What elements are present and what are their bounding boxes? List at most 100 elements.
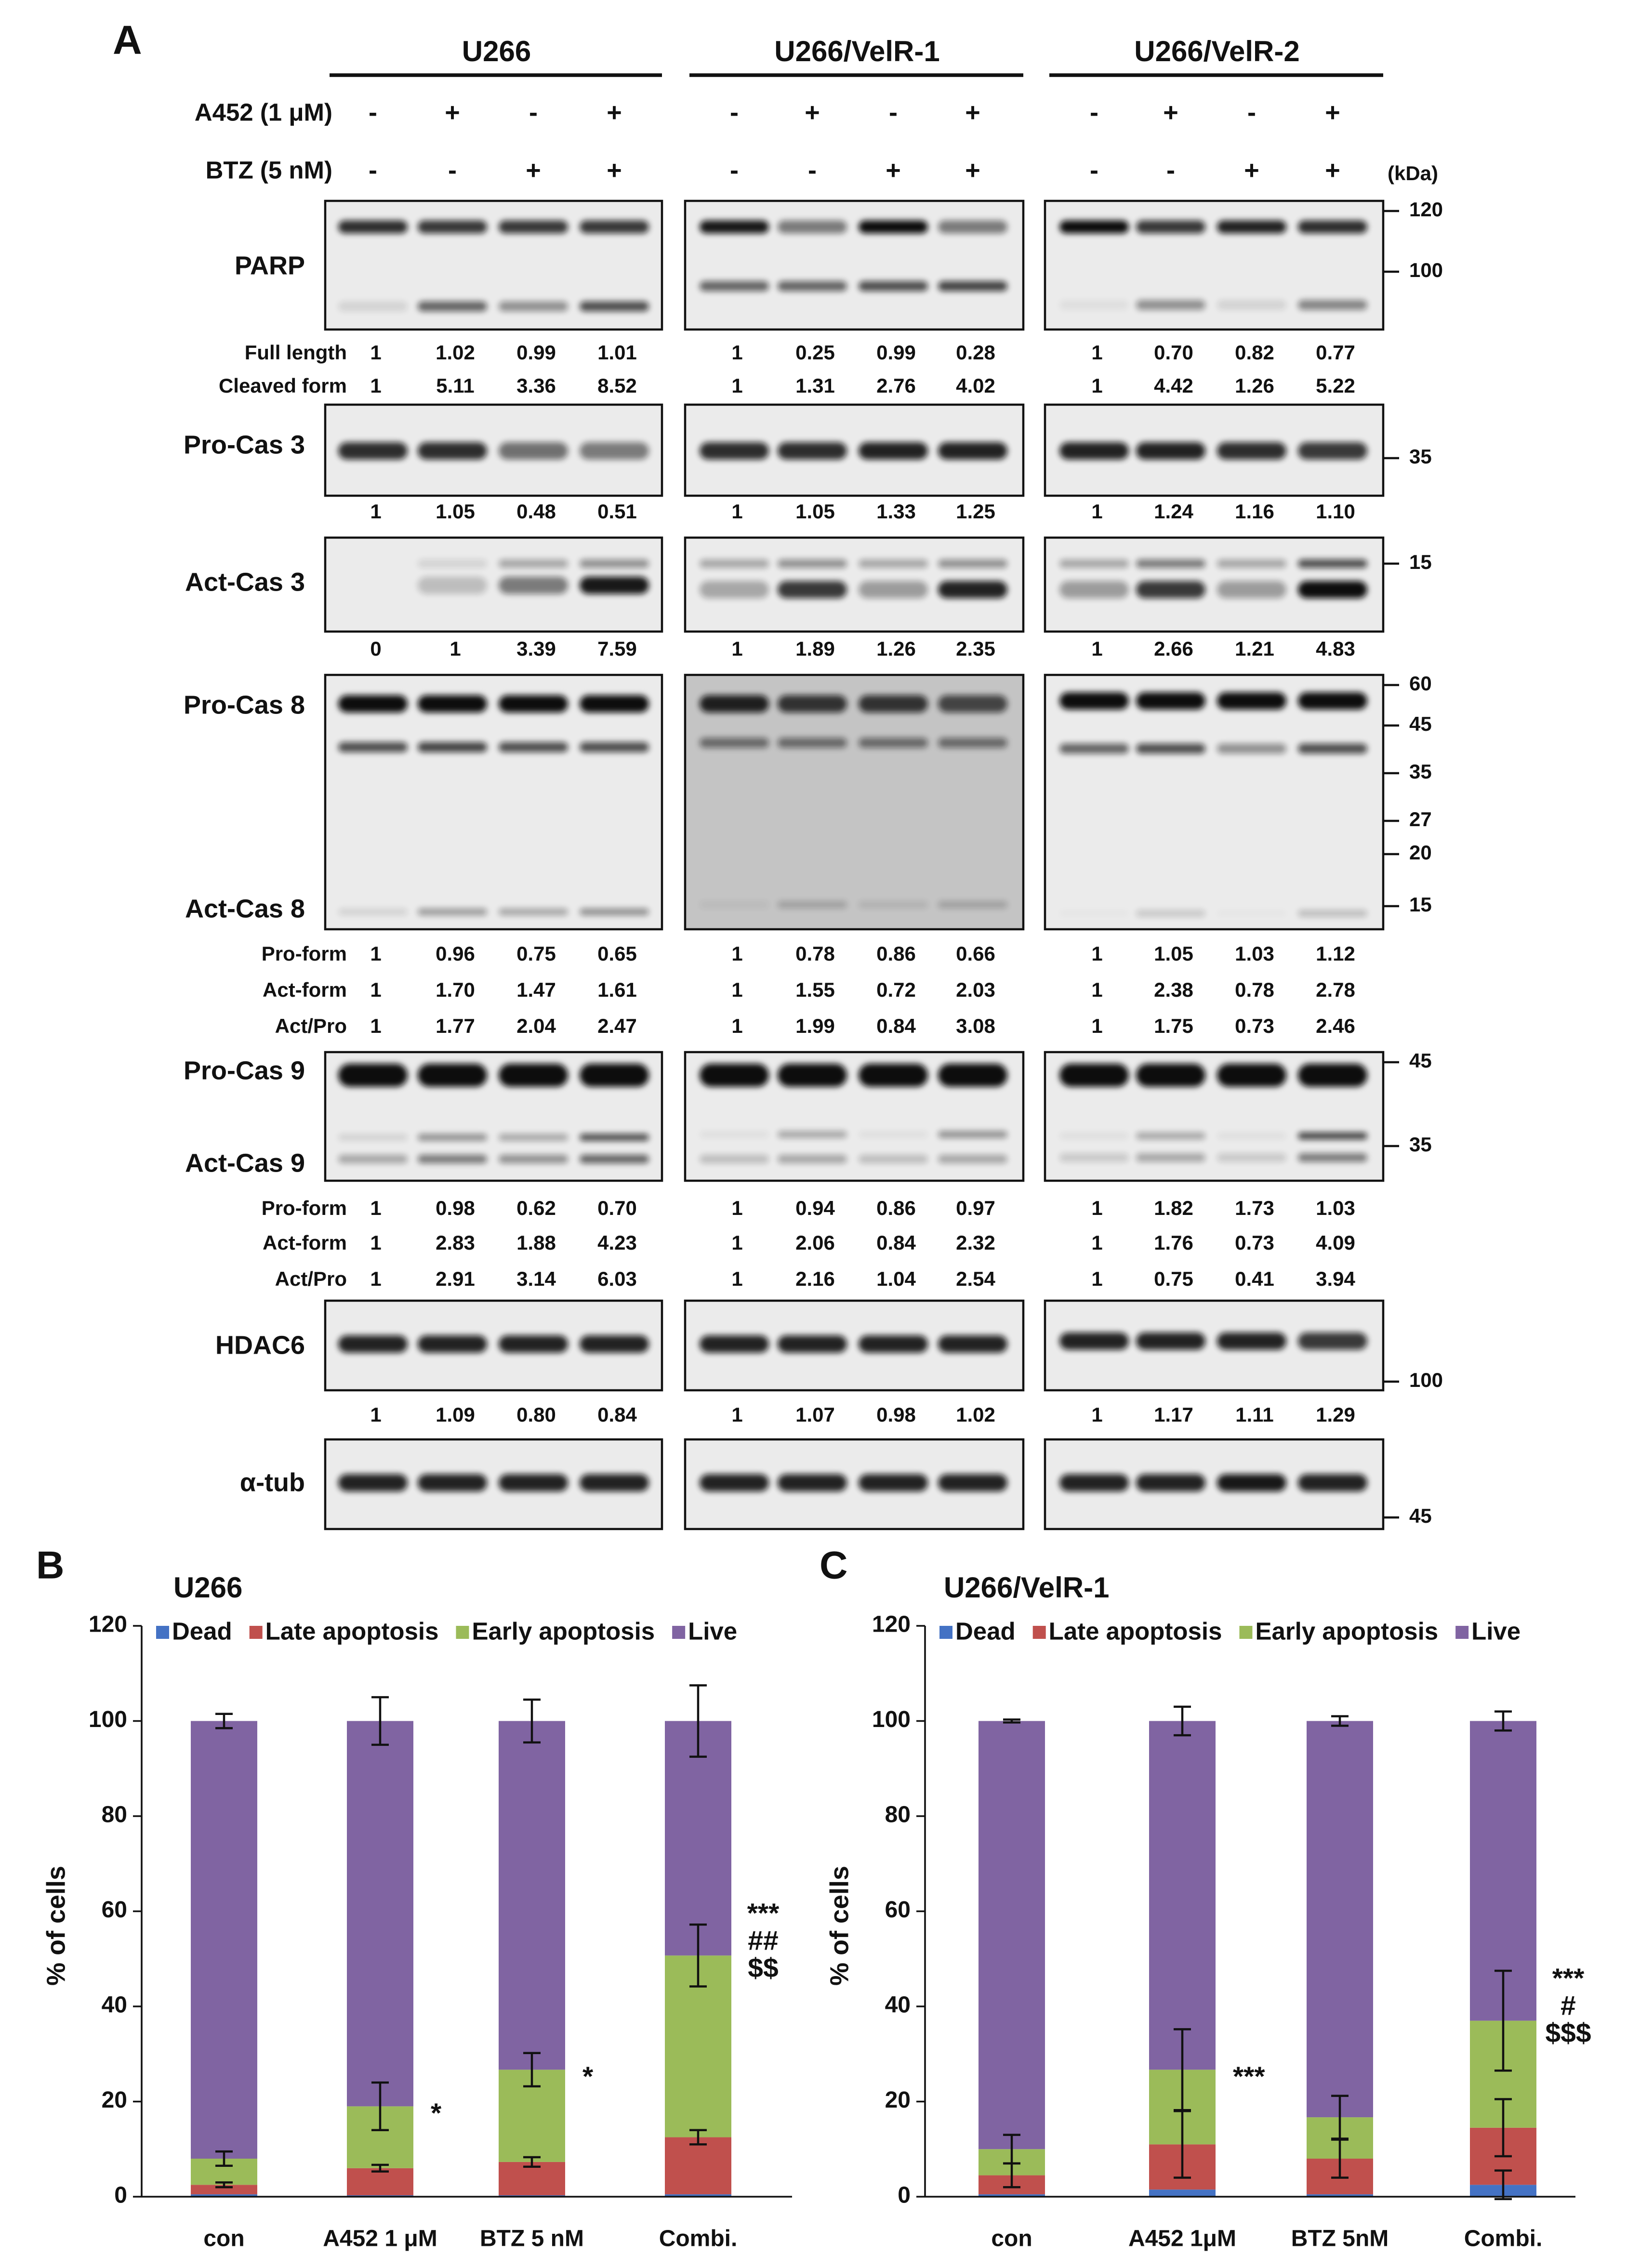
band: [699, 738, 769, 748]
band: [1297, 1474, 1367, 1492]
band: [777, 442, 847, 460]
band: [1136, 559, 1205, 568]
band: [498, 1155, 568, 1164]
band: [579, 577, 649, 594]
quant-value: 1: [370, 374, 381, 397]
quant-value: 0.98: [436, 1197, 475, 1219]
band: [777, 581, 847, 599]
legend-label: Dead: [955, 1617, 1016, 1645]
band: [417, 742, 487, 752]
quant-value: 1.26: [1235, 374, 1274, 397]
legend-swatch: [249, 1626, 263, 1639]
annotation: *: [582, 2061, 594, 2092]
quant-label: Act-form: [263, 1231, 347, 1254]
band: [1059, 220, 1129, 234]
legend-label: Live: [1471, 1617, 1521, 1645]
band: [1059, 692, 1129, 710]
band: [1297, 300, 1367, 310]
quant-value: 1.04: [876, 1267, 916, 1290]
band: [1297, 910, 1367, 917]
band: [498, 1064, 568, 1087]
band: [777, 1474, 847, 1492]
y-tick-label: 60: [102, 1897, 127, 1923]
quant-value: 1.05: [436, 500, 475, 523]
band: [579, 742, 649, 752]
error-bar: [1331, 2095, 1349, 2140]
bar-segment: [190, 2185, 257, 2195]
band: [498, 1134, 568, 1141]
treatment-sign: +: [607, 98, 622, 127]
band: [1059, 1153, 1129, 1162]
bar-segment: [346, 1721, 413, 2107]
band: [1136, 442, 1205, 460]
y-tick-label: 0: [898, 2183, 911, 2208]
band: [1217, 300, 1286, 310]
quant-value: 0.73: [1235, 1231, 1274, 1254]
error-bar: [215, 2150, 233, 2167]
band: [777, 738, 847, 748]
quant-value: 1.33: [876, 500, 916, 523]
quant-label: Pro-form: [262, 1197, 347, 1219]
marker-label: 35: [1409, 760, 1432, 783]
band: [1136, 1153, 1205, 1162]
annotation: ***: [1233, 2061, 1265, 2092]
quant-value: 0.98: [876, 1403, 916, 1426]
marker-label: 100: [1409, 259, 1443, 281]
y-tick-label: 40: [885, 1992, 911, 2018]
quant-value: 1.70: [436, 978, 475, 1001]
quant-value: 1: [1091, 1015, 1102, 1037]
quant-value: 1.21: [1235, 637, 1274, 660]
band: [417, 442, 487, 460]
band: [777, 559, 847, 568]
quant-value: 0.94: [795, 1197, 835, 1219]
quant-value: 1.17: [1154, 1403, 1193, 1426]
band: [938, 1474, 1007, 1492]
band: [858, 738, 928, 748]
band: [1217, 581, 1286, 599]
band: [938, 1064, 1007, 1087]
annotation: #: [1561, 1991, 1576, 2021]
error-bar: [1331, 1715, 1349, 1727]
y-tick-label: 80: [885, 1802, 911, 1828]
x-tick-label: Combi.: [659, 2226, 738, 2252]
quant-value: 1: [1091, 374, 1102, 397]
quant-value: 0.51: [597, 500, 637, 523]
quant-label: Full length: [245, 341, 347, 364]
quant-value: 1: [731, 1015, 742, 1037]
bar-segment: [190, 1721, 257, 2159]
quant-value: 7.59: [597, 637, 637, 660]
quant-value: 1.05: [1154, 942, 1193, 965]
band: [1059, 1332, 1129, 1350]
treatment-sign: -: [730, 156, 739, 185]
band: [1217, 1153, 1286, 1162]
marker-label: 20: [1409, 841, 1432, 864]
quant-value: 0.25: [795, 341, 835, 364]
band: [338, 1474, 408, 1492]
band: [858, 695, 928, 713]
blot-label: Act-Cas 9: [185, 1148, 305, 1177]
marker-label: 15: [1409, 551, 1432, 573]
error-bar: [1494, 2098, 1512, 2158]
bar-segment: [978, 1721, 1045, 2149]
quant-value: 0.28: [956, 341, 995, 364]
quant-value: 1.02: [436, 341, 475, 364]
treatment-sign: +: [607, 156, 622, 185]
y-tick-label: 120: [89, 1612, 127, 1637]
quant-value: 1.31: [795, 374, 835, 397]
error-bar: [371, 2163, 389, 2173]
quant-value: 3.36: [516, 374, 556, 397]
band: [338, 908, 408, 916]
blot-label: Pro-Cas 8: [184, 690, 305, 719]
treatment-sign: +: [1163, 98, 1178, 127]
quant-value: 0.77: [1316, 341, 1355, 364]
quant-value: 0.73: [1235, 1015, 1274, 1037]
marker-label: 45: [1409, 712, 1432, 735]
treatment-sign: -: [369, 156, 377, 185]
treatment-sign: -: [369, 98, 377, 127]
quant-value: 1: [370, 1267, 381, 1290]
quant-value: 1: [1091, 500, 1102, 523]
error-bar: [1494, 2169, 1512, 2201]
x-tick-label: BTZ 5 nM: [480, 2226, 584, 2252]
error-bar: [371, 2081, 389, 2131]
quant-value: 2.66: [1154, 637, 1193, 660]
